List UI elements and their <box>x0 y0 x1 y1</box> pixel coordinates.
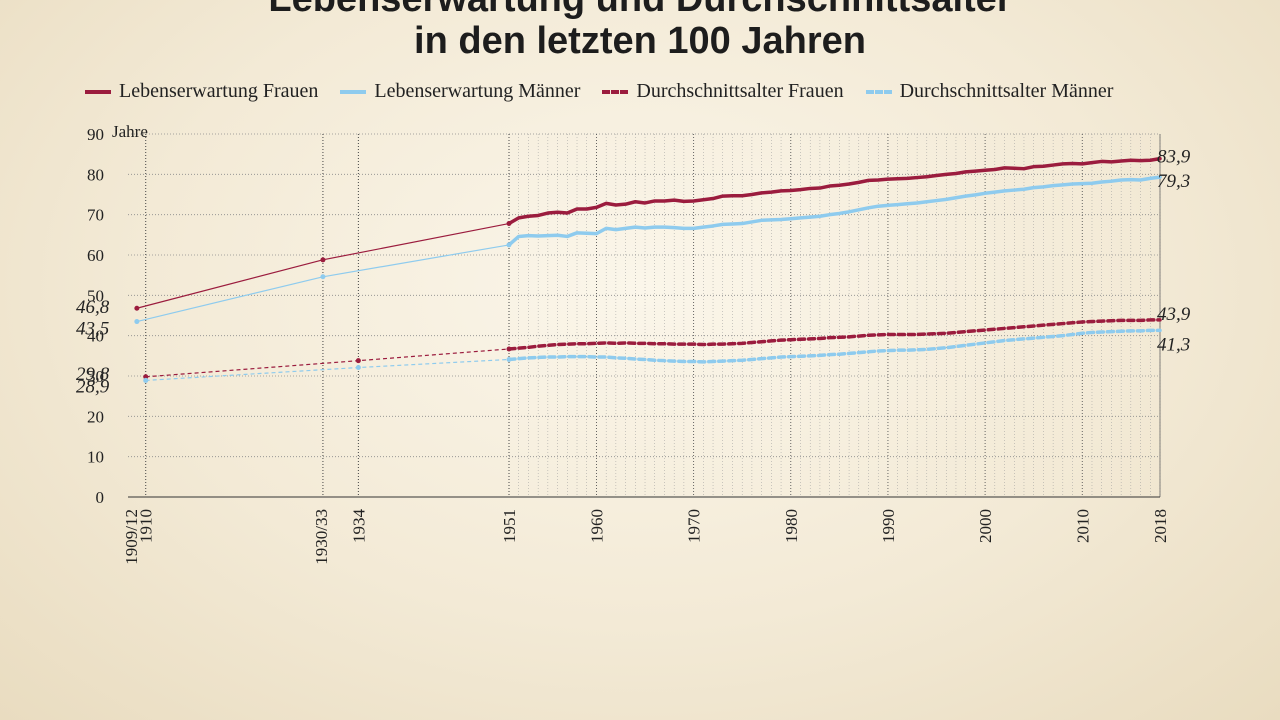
legend-label-lebenserwartung-frauen: Lebenserwartung Frauen <box>119 80 319 102</box>
y-tick-label: 50 <box>87 286 104 305</box>
data-point <box>506 356 512 362</box>
data-point <box>506 346 512 352</box>
y-tick-label: 10 <box>87 448 104 467</box>
series-end-label: 83,9 <box>1157 147 1191 168</box>
legend-item-durchschnittsalter-maenner: Durchschnittsalter Männer <box>865 80 1114 103</box>
data-point <box>506 221 512 227</box>
series-end-label: 43,9 <box>1157 304 1191 325</box>
legend-item-durchschnittsalter-frauen: Durchschnittsalter Frauen <box>602 80 844 103</box>
series-line <box>507 318 1162 351</box>
legend-swatch-durchschnittsalter-maenner <box>865 89 892 94</box>
data-point <box>355 358 361 364</box>
legend-swatch-lebenserwartung-frauen <box>85 89 111 94</box>
series-start-label: 28,9 <box>76 376 110 397</box>
y-axis-unit-label: Jahre <box>112 122 148 141</box>
legend-swatch-lebenserwartung-maenner <box>340 89 367 94</box>
x-tick-label: 1990 <box>879 509 898 543</box>
x-tick-label: 1930/33 <box>312 509 331 565</box>
data-point <box>143 374 149 380</box>
y-tick-label: 20 <box>87 407 104 426</box>
chart-title-line-2: in den letzten 100 Jahren <box>414 20 866 62</box>
data-point <box>134 319 140 325</box>
series-start-label: 46,8 <box>76 297 110 318</box>
x-tick-label: 1934 <box>349 509 368 544</box>
legend-swatch-durchschnittsalter-frauen <box>602 89 629 94</box>
x-tick-label: 1960 <box>587 509 606 543</box>
data-point <box>134 305 140 311</box>
series-start-label: 29,8 <box>76 364 110 385</box>
x-tick-label: 2018 <box>1151 509 1170 543</box>
legend-item-lebenserwartung-frauen: Lebenserwartung Frauen <box>85 80 318 103</box>
data-point <box>506 242 512 248</box>
x-tick-label: 1970 <box>685 509 704 543</box>
series-start-label: 43,5 <box>76 319 109 340</box>
data-point <box>143 377 149 383</box>
series-end-label: 79,3 <box>1157 171 1190 192</box>
x-tick-label: 2010 <box>1073 509 1092 543</box>
legend-label-lebenserwartung-maenner: Lebenserwartung Männer <box>374 80 581 102</box>
data-point <box>355 365 361 371</box>
legend-item-lebenserwartung-maenner: Lebenserwartung Männer <box>340 80 580 103</box>
series-line <box>507 328 1162 364</box>
chart-title-line-1: Lebenserwartung und Durchschnittsalter <box>0 0 1280 22</box>
y-tick-label: 60 <box>87 246 104 265</box>
series-line <box>507 175 1162 247</box>
x-tick-label: 2000 <box>976 509 995 543</box>
y-tick-label: 80 <box>87 165 104 184</box>
data-point <box>320 257 326 263</box>
x-tick-label: 1910 <box>137 509 156 543</box>
y-tick-label: 40 <box>87 327 104 346</box>
x-tick-label: 1951 <box>500 509 519 543</box>
chart-legend: Lebenserwartung Frauen Lebenserwartung M… <box>85 80 1113 103</box>
y-tick-label: 30 <box>87 367 104 386</box>
legend-label-durchschnittsalter-frauen: Durchschnittsalter Frauen <box>636 80 844 102</box>
series-end-label: 41,3 <box>1157 334 1190 355</box>
y-tick-label: 70 <box>87 206 104 225</box>
x-tick-label: 1980 <box>782 509 801 543</box>
y-tick-label: 0 <box>96 488 105 507</box>
x-tick-label: 1909/12 <box>122 509 141 565</box>
y-tick-label: 90 <box>87 125 104 144</box>
series-line <box>507 156 1162 226</box>
data-point <box>320 274 326 280</box>
legend-label-durchschnittsalter-maenner: Durchschnittsalter Männer <box>899 80 1114 102</box>
series-early-line <box>136 244 510 323</box>
